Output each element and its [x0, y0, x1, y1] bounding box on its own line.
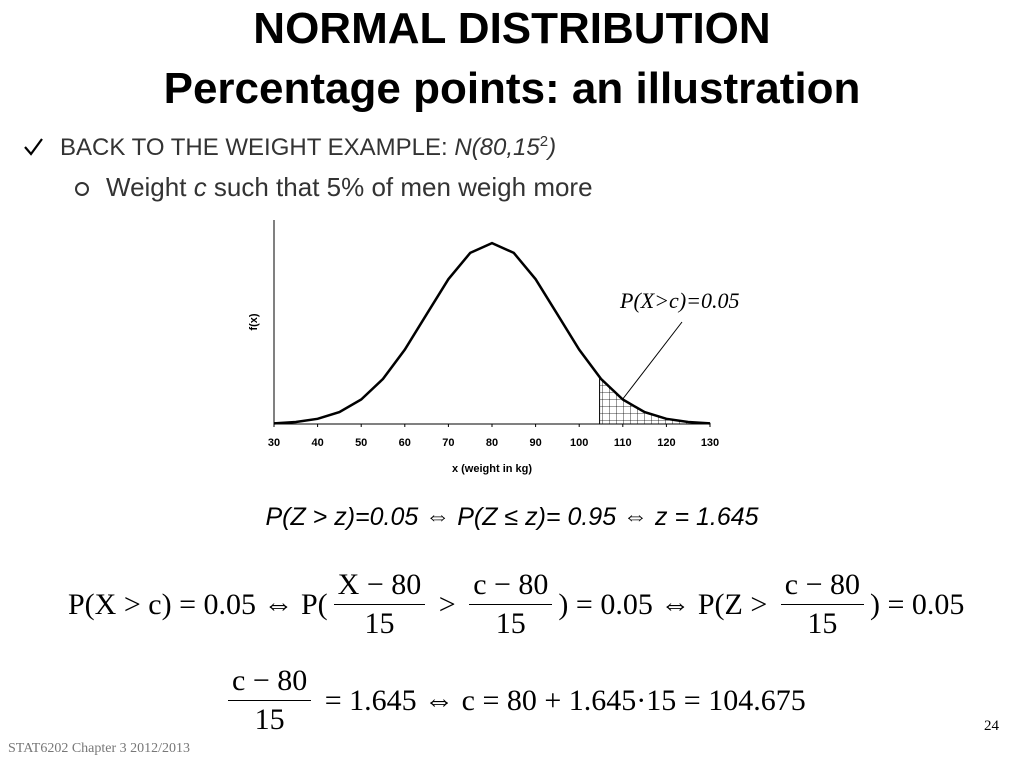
x-tick-label: 30	[268, 437, 280, 449]
check-icon	[24, 138, 43, 156]
bullet-dist: N(80,15	[454, 134, 540, 161]
denominator: 15	[364, 607, 395, 640]
x-tick-label: 40	[311, 437, 323, 449]
x-tick-label: 130	[701, 437, 719, 449]
denominator: 15	[254, 703, 285, 736]
title-line: Percentage points: an illustration	[163, 64, 861, 113]
page-number: 24	[984, 718, 999, 734]
equation-text: ) = 0.05 ⇔ P(Z >	[558, 587, 775, 621]
bullet-close: )	[548, 134, 557, 161]
equation: P(X > c) = 0.05 ⇔ P(X − 80 15 > c − 80 15)…	[68, 568, 964, 641]
numerator: c − 80	[469, 568, 553, 605]
sub-post: such that 5% of men weigh more	[206, 172, 593, 202]
equation-text: P(X > c) = 0.05 ⇔ P(	[68, 587, 328, 621]
fraction: X − 80 15	[333, 568, 426, 641]
x-tick-label: 90	[529, 437, 541, 449]
footer: STAT6202 Chapter 3 2012/2013	[8, 741, 191, 756]
numerator: c − 80	[780, 568, 864, 605]
y-axis-label: f(x)	[248, 313, 260, 330]
bullet: BACK TO THE WEIGHT EXAMPLE: N(80,152)	[60, 133, 556, 162]
title-line: NORMAL DISTRIBUTION	[253, 4, 771, 53]
x-tick-label: 110	[614, 437, 632, 449]
chart: 30 40 50 60 70 80 90 100 110 120 130 x (weight in k…	[248, 220, 740, 475]
sub-bullet-icon	[75, 182, 89, 196]
sub-pre: Weight	[106, 172, 194, 202]
bullet-text: BACK TO THE WEIGHT EXAMPLE:	[60, 134, 455, 161]
denominator: 15	[807, 607, 838, 640]
shaded-tail	[599, 375, 711, 425]
x-tick-label: 100	[570, 437, 588, 449]
equation-text: >	[431, 587, 464, 621]
x-tick-label: 50	[355, 437, 367, 449]
fraction: c − 80 15	[780, 568, 864, 641]
z-line: P(Z > z)=0.05 ⇔ P(Z ≤ z)= 0.95 ⇔ z = 1.6…	[265, 503, 759, 531]
x-tick-label: 80	[486, 437, 498, 449]
equation: c − 80 15 = 1.645 ⇔ c = 80 + 1.645·15 = 1…	[222, 664, 806, 737]
bullet-sup: 2	[539, 133, 549, 150]
x-axis-label: x (weight in kg)	[452, 463, 532, 475]
denominator: 15	[495, 607, 526, 640]
equation-text: ) = 0.05	[869, 587, 965, 621]
numerator: c − 80	[228, 664, 312, 701]
annotation-leader	[621, 321, 683, 401]
equation-text: = 1.645 ⇔ c = 80 + 1.645·15 = 104.675	[317, 683, 806, 717]
numerator: X − 80	[333, 568, 426, 605]
fraction: c − 80 15	[228, 664, 312, 737]
fraction: c − 80 15	[469, 568, 553, 641]
x-tick-label: 120	[657, 437, 675, 449]
sub-bullet: Weight c such that 5% of men weigh more	[106, 172, 593, 203]
x-tick-label: 70	[442, 437, 454, 449]
density-curve	[273, 241, 711, 425]
x-tick-label: 60	[399, 437, 411, 449]
annotation: P(X>c)=0.05	[619, 288, 740, 313]
sub-var: c	[193, 172, 207, 202]
